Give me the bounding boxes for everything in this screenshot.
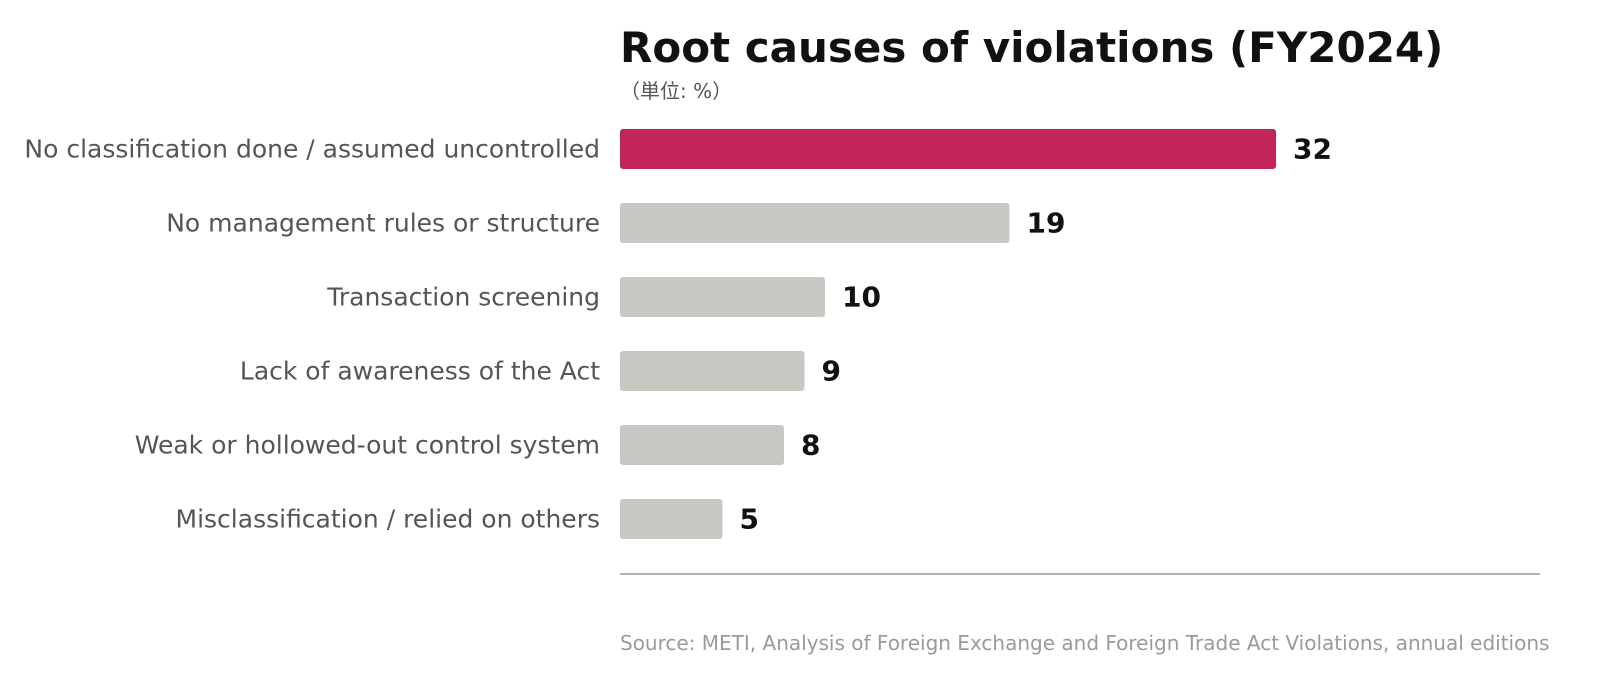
chart-subtitle: （単位: %） (620, 79, 732, 103)
source-note: Source: METI, Analysis of Foreign Exchan… (620, 631, 1549, 655)
category-label: Transaction screening (326, 283, 600, 312)
category-label: No classification done / assumed uncontr… (24, 135, 600, 164)
value-label: 32 (1293, 133, 1332, 166)
bar (620, 499, 723, 539)
value-label: 10 (842, 281, 881, 314)
bar (620, 129, 1276, 169)
bar (620, 277, 825, 317)
value-label: 19 (1027, 207, 1066, 240)
value-label: 5 (740, 503, 759, 536)
bars-group: No classification done / assumed uncontr… (24, 129, 1332, 539)
category-label: Weak or hollowed-out control system (135, 431, 600, 460)
category-label: Lack of awareness of the Act (240, 357, 600, 386)
chart-title: Root causes of violations (FY2024) (620, 23, 1443, 72)
category-label: No management rules or structure (166, 209, 600, 238)
bar (620, 425, 784, 465)
bar (620, 203, 1010, 243)
bar (620, 351, 805, 391)
value-label: 9 (822, 355, 841, 388)
category-label: Misclassification / relied on others (176, 505, 600, 534)
value-label: 8 (801, 429, 820, 462)
